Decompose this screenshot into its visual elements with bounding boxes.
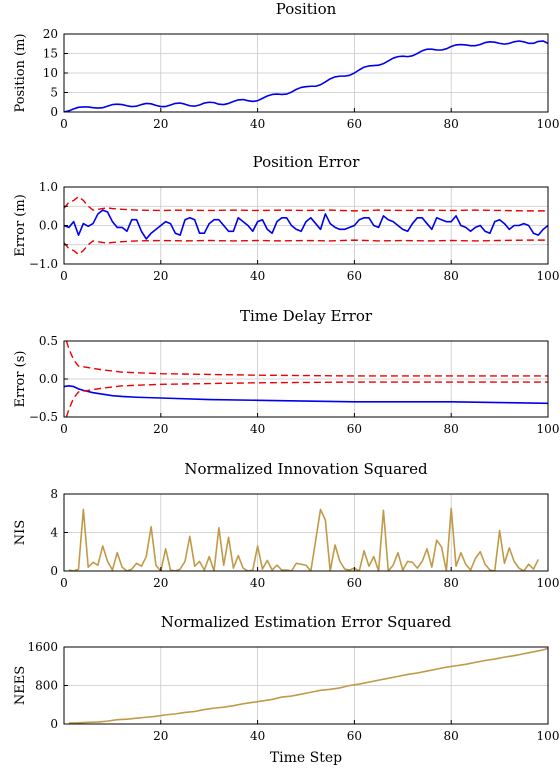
y-tick-label: 8 xyxy=(50,487,58,501)
x-tick-label: 0 xyxy=(60,269,68,283)
series-line-1 xyxy=(64,209,548,240)
x-tick-label: 60 xyxy=(347,422,362,436)
chart-panel-1: 0 20 40 60 80 100 0 5 10 15 20 Position Position (m) xyxy=(13,0,559,131)
x-tick-label: 40 xyxy=(250,729,265,743)
chart-title: Position Error xyxy=(253,153,361,171)
chart-panel-4: 0 20 40 60 80 100 0 4 8 Normalized Innovation Squ… xyxy=(13,460,559,590)
y-axis-label: NEES xyxy=(13,666,28,705)
bound-line-2 xyxy=(65,341,548,377)
chart-title: Position xyxy=(276,0,337,18)
y-tick-label: 0 xyxy=(50,105,58,119)
y-tick-label: 800 xyxy=(35,679,58,693)
y-tick-label: −0.5 xyxy=(29,410,58,424)
x-tick-label: 60 xyxy=(347,576,362,590)
x-tick-label: 60 xyxy=(347,729,362,743)
y-tick-label: 5 xyxy=(50,86,58,100)
chart-title: Time Delay Error xyxy=(240,307,373,325)
x-tick-label: 100 xyxy=(537,269,560,283)
x-tick-label: 20 xyxy=(153,422,168,436)
chart-panel-2: 0 20 40 60 80 100 −1.0 0.0 1.0 Position Error Erro… xyxy=(13,153,559,283)
x-tick-label: 100 xyxy=(537,117,560,131)
y-tick-label: 10 xyxy=(43,66,58,80)
x-tick-label: 40 xyxy=(250,576,265,590)
x-tick-label: 80 xyxy=(444,576,459,590)
bound-line-2 xyxy=(64,195,548,212)
series-line-1 xyxy=(68,507,540,571)
x-tick-label: 40 xyxy=(250,422,265,436)
y-tick-label: 0.5 xyxy=(39,334,58,348)
y-axis-label: Error (s) xyxy=(13,351,28,408)
x-tick-label: 0 xyxy=(60,576,68,590)
y-tick-label: 20 xyxy=(43,27,58,41)
bound-line-3 xyxy=(65,381,548,417)
x-tick-label: 80 xyxy=(444,117,459,131)
y-tick-label: 1.0 xyxy=(39,180,58,194)
y-tick-label: 15 xyxy=(43,47,58,61)
series-line-1 xyxy=(68,647,548,724)
y-tick-label: −1.0 xyxy=(29,257,58,271)
x-tick-label: 100 xyxy=(537,422,560,436)
x-tick-label: 100 xyxy=(537,576,560,590)
y-tick-label: 0.0 xyxy=(39,219,58,233)
series-line-1 xyxy=(64,385,548,405)
y-tick-label: 0.0 xyxy=(39,372,58,386)
y-tick-label: 0 xyxy=(50,564,58,578)
x-tick-label: 80 xyxy=(444,269,459,283)
x-axis-label: Time Step xyxy=(270,750,342,766)
x-tick-label: 20 xyxy=(153,576,168,590)
series-line-1 xyxy=(64,40,548,112)
x-tick-label: 80 xyxy=(444,729,459,743)
chart-title: Normalized Estimation Error Squared xyxy=(161,613,452,631)
x-tick-label: 40 xyxy=(250,117,265,131)
y-tick-label: 4 xyxy=(50,526,58,540)
x-tick-label: 0 xyxy=(60,422,68,436)
y-tick-label: 0 xyxy=(50,717,58,731)
x-tick-label: 60 xyxy=(347,269,362,283)
x-tick-label: 0 xyxy=(60,117,68,131)
y-axis-label: NIS xyxy=(13,520,28,545)
x-tick-label: 20 xyxy=(153,117,168,131)
y-axis-label: Error (m) xyxy=(13,194,28,257)
x-tick-label: 40 xyxy=(250,269,265,283)
chart-title: Normalized Innovation Squared xyxy=(184,460,428,478)
bound-line-3 xyxy=(64,239,548,256)
y-axis-label: Position (m) xyxy=(13,33,28,112)
x-tick-label: 60 xyxy=(347,117,362,131)
x-tick-label: 80 xyxy=(444,422,459,436)
x-tick-label: 20 xyxy=(153,269,168,283)
chart-panel-5: 20 40 60 80 100 0 800 1600 Normalized Estimation… xyxy=(13,613,559,766)
x-tick-label: 100 xyxy=(537,729,560,743)
chart-panel-3: 0 20 40 60 80 100 −0.5 0.0 0.5 Time Delay Error Er… xyxy=(13,307,559,436)
x-tick-label: 20 xyxy=(153,729,168,743)
y-tick-label: 1600 xyxy=(27,640,58,654)
